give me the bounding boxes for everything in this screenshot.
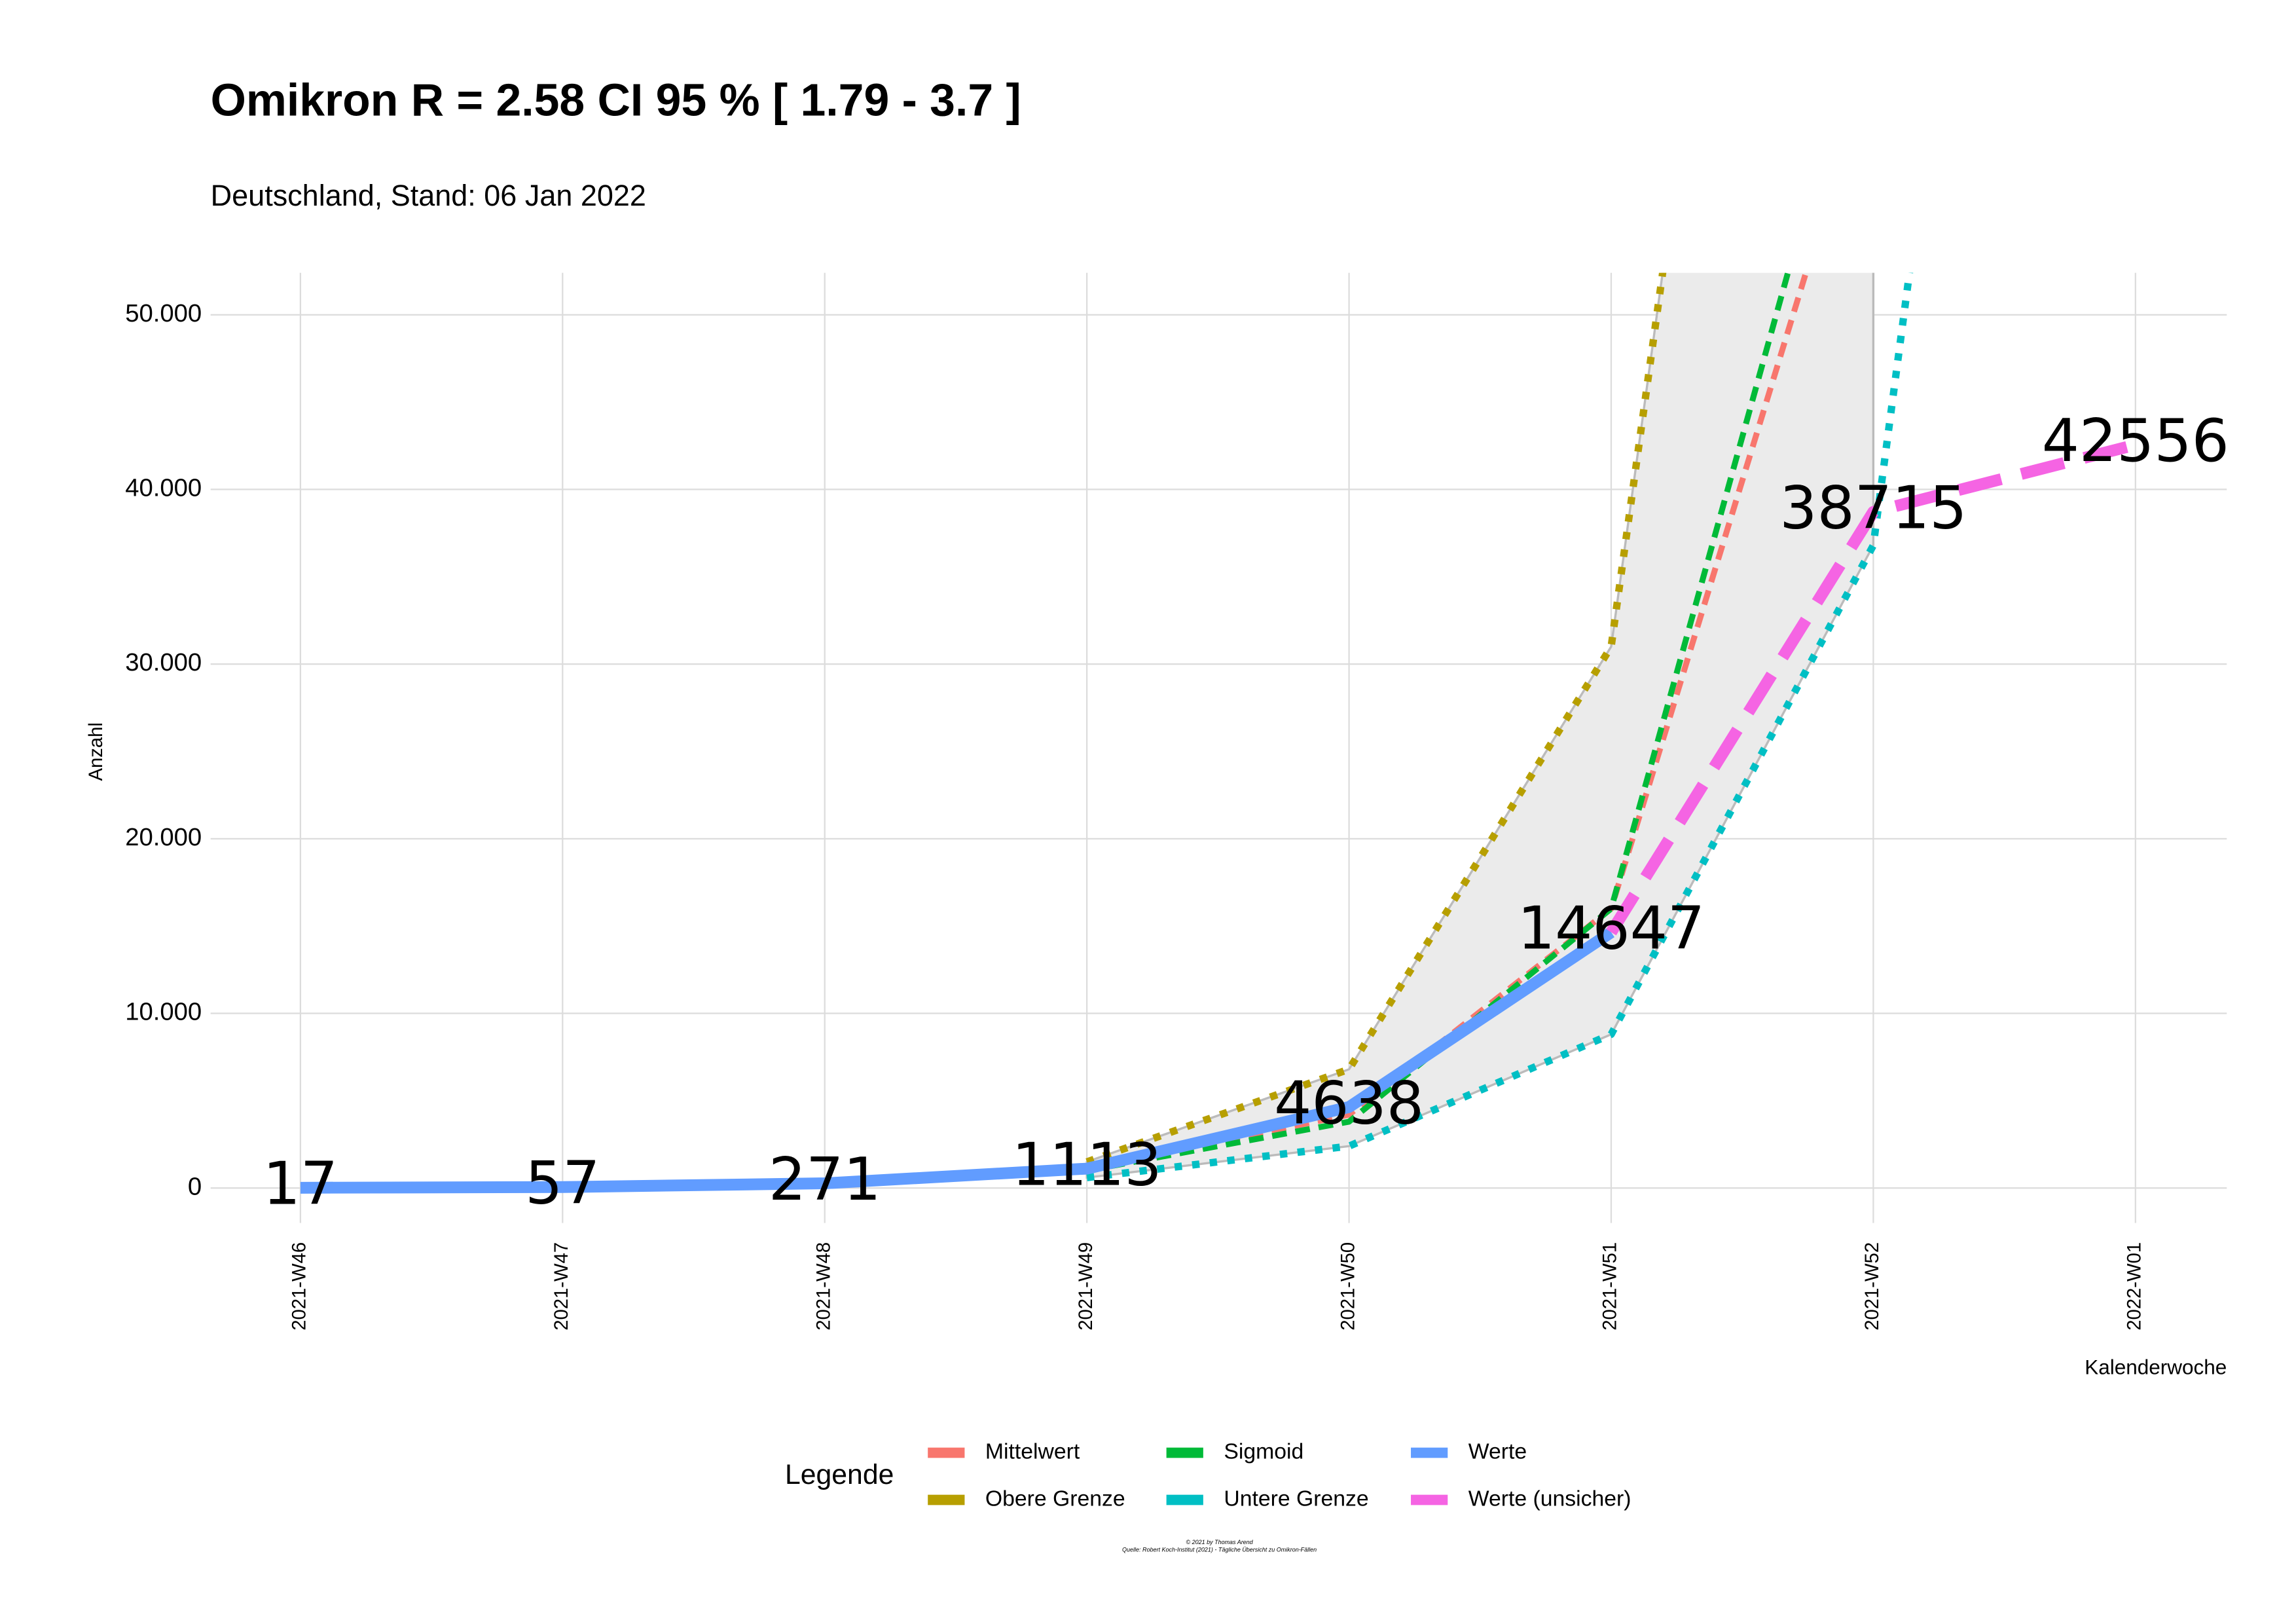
series-line — [1606, 439, 2138, 936]
data-label: 271 — [769, 1145, 881, 1214]
legend-label: Obere Grenze — [985, 1486, 1125, 1511]
chart-subtitle: Deutschland, Stand: 06 Jan 2022 — [211, 179, 646, 212]
x-tick-label: 2021-W46 — [289, 1242, 310, 1331]
y-tick-label: 30.000 — [125, 648, 202, 676]
caption: © 2021 by Thomas Arend — [1186, 1539, 1254, 1545]
y-tick-label: 40.000 — [125, 473, 202, 502]
data-label: 4638 — [1274, 1069, 1424, 1137]
legend-title: Legende — [785, 1459, 894, 1490]
data-label: 38715 — [1779, 474, 1967, 543]
y-tick-label: 50.000 — [125, 299, 202, 327]
legend-label: Werte — [1468, 1439, 1527, 1464]
data-label: 57 — [525, 1149, 600, 1218]
y-tick-label: 20.000 — [125, 823, 202, 851]
x-tick-label: 2021-W48 — [813, 1242, 834, 1331]
x-tick-label: 2021-W49 — [1076, 1242, 1097, 1331]
legend-label: Werte (unsicher) — [1468, 1486, 1631, 1511]
legend-label: Mittelwert — [985, 1439, 1080, 1464]
series-line — [300, 927, 1614, 1194]
confidence-band — [1085, 272, 1875, 1179]
x-axis-label: Kalenderwoche — [2085, 1356, 2227, 1379]
x-tick-label: 2021-W50 — [1338, 1242, 1358, 1331]
data-label: 42556 — [2042, 407, 2229, 475]
plot-area — [300, 272, 2138, 1194]
y-axis-label: Anzahl — [86, 722, 107, 781]
chart-title: Omikron R = 2.58 CI 95 % [ 1.79 - 3.7 ] — [211, 74, 1021, 125]
data-label: 17 — [263, 1150, 338, 1219]
x-tick-label: 2022-W01 — [2124, 1242, 2145, 1331]
y-tick-label: 10.000 — [125, 998, 202, 1026]
series-line — [1086, 272, 1914, 1181]
data-label: 14647 — [1518, 895, 1705, 963]
x-tick-label: 2021-W51 — [1600, 1242, 1621, 1331]
y-tick-label: 0 — [188, 1172, 202, 1200]
x-tick-label: 2021-W47 — [551, 1242, 572, 1331]
x-tick-label: 2021-W52 — [1862, 1242, 1883, 1331]
legend-label: Untere Grenze — [1224, 1486, 1368, 1511]
data-label: 1113 — [1012, 1130, 1162, 1199]
legend-label: Sigmoid — [1224, 1439, 1303, 1464]
caption: Quelle: Robert Koch-Institut (2021) - Tä… — [1122, 1546, 1317, 1553]
